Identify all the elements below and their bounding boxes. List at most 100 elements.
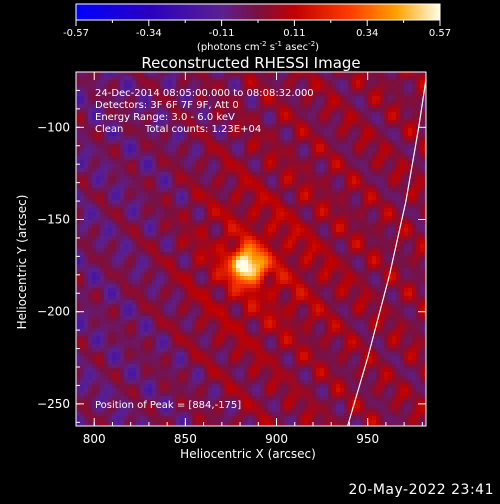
heatmap-pixel: [208, 336, 212, 340]
heatmap-pixel: [276, 104, 280, 108]
heatmap-pixel: [76, 188, 80, 192]
heatmap-pixel: [260, 244, 264, 248]
heatmap-pixel: [220, 136, 224, 140]
heatmap-pixel: [256, 184, 260, 188]
heatmap-pixel: [120, 320, 124, 324]
heatmap-pixel: [272, 100, 276, 104]
heatmap-pixel: [144, 260, 148, 264]
heatmap-pixel: [156, 300, 160, 304]
heatmap-pixel: [160, 280, 164, 284]
heatmap-pixel: [124, 172, 128, 176]
heatmap-pixel: [252, 308, 256, 312]
heatmap-pixel: [84, 356, 88, 360]
heatmap-pixel: [164, 240, 168, 244]
heatmap-pixel: [120, 388, 124, 392]
heatmap-pixel: [196, 280, 200, 284]
heatmap-pixel: [176, 176, 180, 180]
heatmap-pixel: [236, 292, 240, 296]
heatmap-pixel: [116, 420, 120, 424]
heatmap-pixel: [84, 204, 88, 208]
heatmap-pixel: [180, 212, 184, 216]
heatmap-pixel: [124, 280, 128, 284]
heatmap-pixel: [148, 272, 152, 276]
heatmap-pixel: [128, 212, 132, 216]
heatmap-pixel: [292, 152, 296, 156]
heatmap-pixel: [236, 280, 240, 284]
heatmap-pixel: [224, 260, 228, 264]
heatmap-pixel: [272, 320, 276, 324]
heatmap-pixel: [100, 80, 104, 84]
heatmap-pixel: [244, 280, 248, 284]
heatmap-pixel: [280, 344, 284, 348]
heatmap-pixel: [156, 200, 160, 204]
heatmap-pixel: [100, 268, 104, 272]
heatmap-pixel: [208, 172, 212, 176]
heatmap-pixel: [200, 240, 204, 244]
heatmap-pixel: [264, 292, 268, 296]
heatmap-pixel: [156, 208, 160, 212]
heatmap-pixel: [156, 196, 160, 200]
heatmap-pixel: [76, 352, 80, 356]
heatmap-pixel: [188, 276, 192, 280]
heatmap-pixel: [276, 192, 280, 196]
heatmap-pixel: [124, 264, 128, 268]
heatmap-pixel: [224, 164, 228, 168]
heatmap-pixel: [88, 408, 92, 412]
heatmap-pixel: [196, 392, 200, 396]
heatmap-pixel: [192, 196, 196, 200]
heatmap-pixel: [236, 312, 240, 316]
heatmap-pixel: [248, 260, 252, 264]
heatmap-pixel: [128, 392, 132, 396]
heatmap-pixel: [180, 388, 184, 392]
heatmap-pixel: [188, 384, 192, 388]
heatmap-pixel: [236, 208, 240, 212]
heatmap-pixel: [88, 352, 92, 356]
heatmap-pixel: [288, 288, 292, 292]
heatmap-pixel: [236, 216, 240, 220]
heatmap-pixel: [152, 208, 156, 212]
heatmap-pixel: [188, 348, 192, 352]
heatmap-pixel: [84, 264, 88, 268]
heatmap-pixel: [264, 360, 268, 364]
heatmap-pixel: [240, 228, 244, 232]
heatmap-pixel: [108, 280, 112, 284]
heatmap-pixel: [292, 396, 296, 400]
heatmap-pixel: [160, 260, 164, 264]
heatmap-pixel: [216, 220, 220, 224]
heatmap-pixel: [112, 336, 116, 340]
heatmap-pixel: [180, 220, 184, 224]
heatmap-pixel: [200, 236, 204, 240]
heatmap-pixel: [268, 188, 272, 192]
heatmap-pixel: [272, 388, 276, 392]
heatmap-pixel: [132, 300, 136, 304]
heatmap-pixel: [116, 352, 120, 356]
heatmap-pixel: [264, 296, 268, 300]
heatmap-pixel: [104, 320, 108, 324]
heatmap-pixel: [180, 384, 184, 388]
heatmap-pixel: [84, 200, 88, 204]
heatmap-pixel: [212, 388, 216, 392]
heatmap-pixel: [232, 80, 236, 84]
heatmap-pixel: [288, 204, 292, 208]
heatmap-pixel: [188, 320, 192, 324]
heatmap-pixel: [132, 168, 136, 172]
heatmap-pixel: [232, 268, 236, 272]
heatmap-pixel: [184, 80, 188, 84]
heatmap-pixel: [216, 284, 220, 288]
heatmap-pixel: [152, 288, 156, 292]
heatmap-pixel: [196, 168, 200, 172]
heatmap-pixel: [76, 100, 80, 104]
heatmap-pixel: [268, 396, 272, 400]
heatmap-pixel: [216, 204, 220, 208]
heatmap-pixel: [128, 196, 132, 200]
heatmap-pixel: [228, 168, 232, 172]
heatmap-pixel: [220, 284, 224, 288]
heatmap-pixel: [284, 244, 288, 248]
heatmap-pixel: [192, 328, 196, 332]
heatmap-pixel: [240, 352, 244, 356]
heatmap-pixel: [140, 204, 144, 208]
heatmap-pixel: [140, 76, 144, 80]
heatmap-pixel: [164, 160, 168, 164]
heatmap-pixel: [256, 268, 260, 272]
heatmap-pixel: [148, 248, 152, 252]
